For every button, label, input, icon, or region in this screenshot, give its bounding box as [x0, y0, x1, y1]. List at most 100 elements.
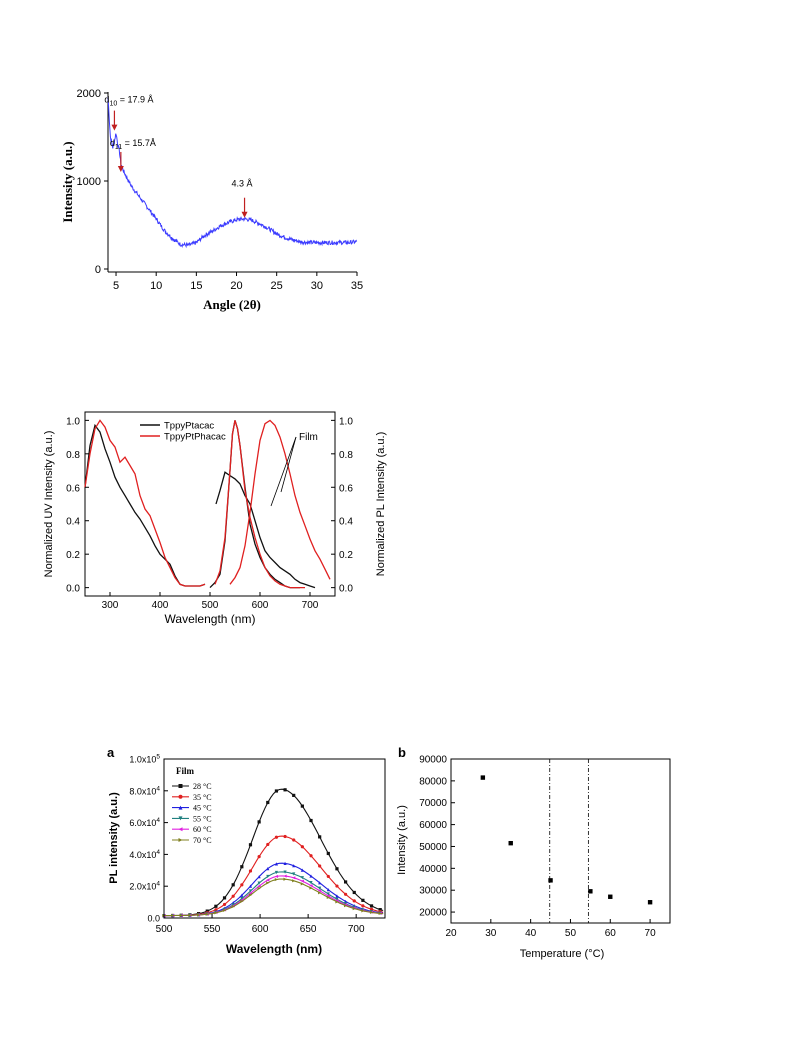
- intensity-temp-y-tick-label: 90000: [419, 755, 447, 766]
- pl-temp-marker: [240, 893, 244, 897]
- xrd-plot-frame: [107, 92, 357, 273]
- xrd-x-tick-label: 20: [230, 280, 242, 292]
- pl-temp-marker: [309, 818, 313, 823]
- intensity-temp-y-tick-label: 30000: [419, 886, 447, 897]
- annotation-arrowhead: [241, 211, 248, 218]
- uv-line: [84, 419, 206, 587]
- pl-temp-line: [164, 875, 384, 917]
- pl-temp-marker: [369, 910, 374, 915]
- data-point: [608, 894, 613, 899]
- pl-temp-marker: [335, 894, 339, 898]
- data-point: [480, 775, 486, 780]
- pl-temp-x-tick-label: 550: [204, 924, 221, 935]
- pl-temp-marker: [240, 865, 244, 869]
- pl-temp-marker: [292, 838, 296, 842]
- pl-temp-marker: [266, 878, 270, 882]
- pl-temp-marker: [361, 898, 365, 902]
- annotation-subscript: 11: [115, 144, 122, 151]
- pl-temp-y-tick-exponent: 4: [156, 881, 160, 888]
- pl-temp-marker: [274, 835, 279, 839]
- intensity-temp-points: [480, 775, 653, 905]
- pl-temp-marker: [274, 789, 279, 793]
- xrd-y-tick-label: 2000: [77, 88, 101, 100]
- pl-temp-y-axis-label: PL intensity (a.u.): [108, 792, 120, 884]
- pl-temp-marker: [240, 899, 244, 903]
- pl-temp-marker: [352, 899, 356, 903]
- pl-temp-y-tick-label: 4.0x104: [129, 849, 160, 860]
- intensity-temp-x-tick-label: 40: [525, 928, 537, 939]
- pl-temp-marker: [300, 879, 304, 883]
- pl-temp-marker: [335, 900, 339, 904]
- pl-temp-marker: [248, 893, 253, 897]
- uvpl-y2-tick-label: 0.6: [339, 483, 353, 494]
- pl-temp-marker: [257, 855, 261, 859]
- xrd-x-tick-label: 25: [271, 280, 283, 292]
- pl-temp-marker: [300, 876, 304, 880]
- pl-temp-marker: [292, 879, 296, 883]
- xrd-annotations: d10 = 17.9 Å d11 = 15.7Å 4.3 Å: [104, 95, 253, 218]
- annotation-label: d10 = 17.9 Å: [104, 95, 153, 108]
- intensity-temp-y-tick-label: 20000: [419, 908, 447, 919]
- pl-temp-marker: [222, 896, 227, 900]
- uvpl-y2-tick-label: 0.8: [339, 450, 353, 461]
- pl-line: [215, 471, 316, 589]
- pl-temp-marker: [361, 909, 365, 913]
- pl-temp-marker: [240, 897, 244, 901]
- pl-temp-marker: [214, 911, 218, 915]
- pl-temp-y-tick-label: 8.0x104: [129, 785, 160, 796]
- uvpl-y-tick-label: 1.0: [66, 416, 80, 427]
- uvpl-y-tick-label: 0.0: [66, 584, 80, 595]
- uvpl-x-tick-label: 700: [302, 600, 319, 611]
- pl-temp-marker: [309, 854, 313, 858]
- pl-temp-marker: [335, 897, 339, 901]
- pl-temp-y-tick-label: 1.0x105: [129, 754, 160, 765]
- intensity-temp-x-tick-label: 30: [485, 928, 497, 939]
- uvpl-series-lines: [84, 419, 331, 589]
- xrd-x-axis-label: Angle (2θ): [203, 297, 261, 312]
- pl-temp-marker: [300, 804, 304, 808]
- pl-temp-line: [164, 878, 384, 917]
- pl-temp-y-tick-label: 6.0x104: [129, 817, 160, 828]
- panel-a-label: a: [107, 745, 115, 760]
- pl-temp-marker: [231, 905, 235, 909]
- pl-temp-marker: [292, 793, 296, 797]
- legend-marker: [178, 816, 183, 821]
- pl-temp-marker: [257, 881, 261, 885]
- legend-entry-label: 35 °C: [193, 793, 212, 802]
- uvpl-y2-tick-label: 0.2: [339, 550, 353, 561]
- pl-temp-marker: [231, 894, 235, 898]
- pl-temp-plot-frame: [163, 758, 386, 919]
- pl-temp-marker: [309, 886, 313, 890]
- intensity-temp-y-tick-label: 80000: [419, 776, 447, 787]
- pl-temp-marker: [292, 876, 296, 880]
- pl-line: [229, 419, 331, 585]
- pl-temp-marker: [369, 907, 374, 911]
- intensity-temp-y-tick-label: 70000: [419, 798, 447, 809]
- pl-temp-marker: [309, 874, 313, 878]
- pl-temp-marker: [318, 864, 322, 868]
- pl-temp-marker: [248, 869, 253, 873]
- uvpl-y2-tick-label: 0.0: [339, 584, 353, 595]
- intensity-temp-x-tick-label: 20: [445, 928, 457, 939]
- pl-temp-marker: [257, 884, 261, 888]
- uvpl-y2-axis-label: Normalized PL Intensity (a.u.): [375, 432, 387, 576]
- intensity-temp-y-tick-label: 60000: [419, 820, 447, 831]
- legend-marker: [178, 827, 183, 832]
- legend-entry-label: 28 °C: [193, 782, 212, 791]
- xrd-x-tick-label: 35: [351, 280, 363, 292]
- pl-temp-marker: [274, 870, 279, 875]
- pl-temp-marker: [352, 906, 356, 911]
- pl-temp-marker: [274, 877, 279, 882]
- pl-temp-marker: [214, 908, 218, 912]
- intensity-temp-y-tick-label: 40000: [419, 864, 447, 875]
- pl-temp-marker: [283, 870, 287, 874]
- uvpl-x-tick-label: 500: [202, 600, 219, 611]
- pl-temp-legend-title: Film: [176, 766, 194, 776]
- pl-temp-marker: [283, 788, 287, 792]
- pl-temp-y-tick-exponent: 4: [156, 785, 160, 792]
- pl-temp-marker: [318, 889, 322, 893]
- legend-marker: [178, 784, 183, 788]
- pl-temp-marker: [361, 904, 365, 908]
